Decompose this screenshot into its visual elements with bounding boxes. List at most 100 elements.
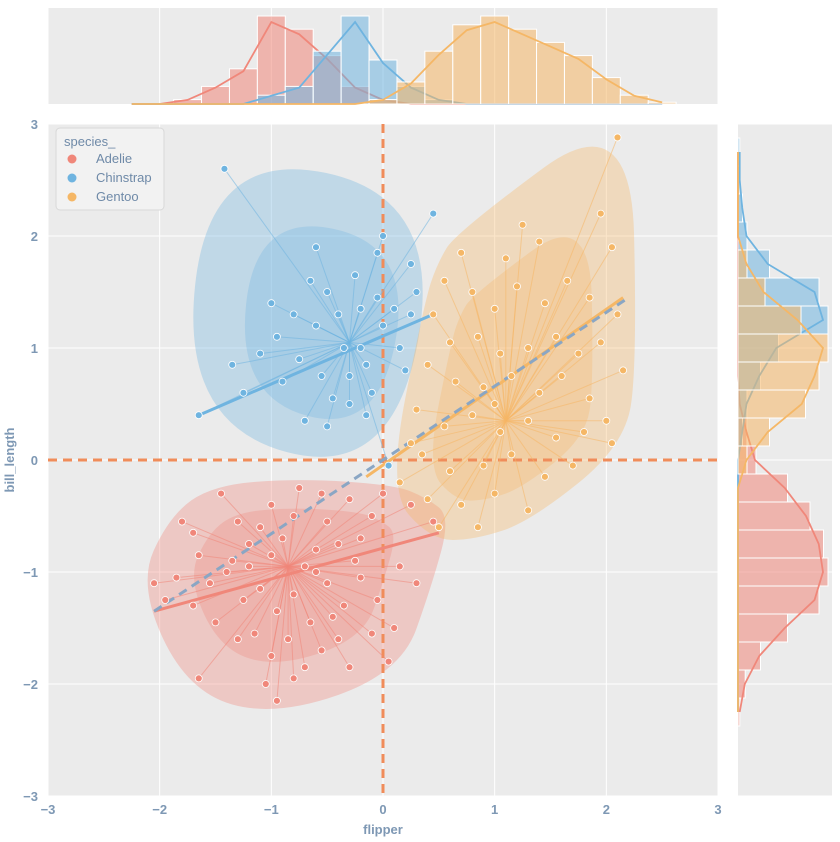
- point-adelie: [194, 551, 203, 560]
- point-adelie: [284, 635, 292, 644]
- point-adelie: [367, 512, 376, 520]
- point-gentoo: [474, 332, 482, 341]
- x-tick-label: 3: [714, 802, 721, 817]
- right-hist-bar-adelie: [737, 557, 829, 587]
- point-gentoo: [563, 276, 572, 285]
- axis-ticks: −3−3 −2 −2 −1 −1 0 0 1 1 2 2 3 3: [23, 117, 721, 817]
- centroid-spoke: [220, 493, 289, 567]
- point-chinstrap: [194, 411, 203, 420]
- point-adelie: [334, 635, 343, 644]
- point-gentoo: [613, 133, 622, 142]
- centroid-spoke: [505, 280, 568, 422]
- point-adelie: [233, 635, 242, 644]
- point-chinstrap: [379, 321, 387, 330]
- point-adelie: [289, 512, 298, 520]
- point-adelie: [334, 540, 343, 548]
- point-adelie: [289, 674, 298, 683]
- point-gentoo: [557, 372, 566, 380]
- centroid-spoke: [505, 420, 613, 444]
- centroid-spoke: [421, 420, 507, 455]
- centroid-spoke: [287, 566, 334, 618]
- centroid-spoke: [315, 247, 350, 343]
- point-gentoo: [496, 349, 505, 358]
- centroid-spoke: [349, 342, 373, 394]
- point-chinstrap: [312, 321, 320, 330]
- top-hist-bar-gentoo: [563, 55, 593, 105]
- top-hist-bar-gentoo: [591, 77, 621, 105]
- point-gentoo: [580, 428, 588, 436]
- centroid-spoke: [276, 566, 289, 701]
- centroid-spoke: [287, 566, 350, 668]
- centroid-spoke: [505, 420, 529, 511]
- right-hist-bar-gentoo: [737, 361, 820, 391]
- centroid-spoke: [444, 420, 506, 427]
- centroid-spoke: [505, 420, 546, 478]
- point-gentoo: [451, 377, 460, 386]
- point-adelie: [317, 489, 326, 498]
- centroid-spoke: [299, 341, 350, 360]
- point-adelie: [228, 556, 237, 565]
- x-tick-label: −1: [264, 802, 279, 817]
- centroid-spoke: [287, 487, 300, 567]
- point-gentoo: [479, 461, 488, 470]
- point-adelie: [245, 562, 253, 571]
- top-hist-bar-chinstrap: [368, 59, 398, 105]
- point-gentoo: [434, 523, 443, 532]
- point-adelie: [323, 579, 332, 588]
- point-adelie: [217, 489, 225, 498]
- point-adelie: [295, 484, 304, 492]
- right-hist-bar-adelie: [737, 641, 761, 671]
- point-chinstrap: [351, 271, 359, 280]
- point-gentoo: [608, 439, 616, 448]
- point-gentoo: [490, 304, 499, 313]
- point-gentoo: [541, 472, 549, 481]
- point-chinstrap: [300, 416, 309, 425]
- point-gentoo: [507, 450, 516, 459]
- point-chinstrap: [323, 288, 332, 296]
- point-adelie: [222, 568, 231, 576]
- centroid-spoke: [505, 375, 562, 422]
- point-adelie: [239, 596, 248, 604]
- point-adelie: [345, 495, 354, 504]
- point-gentoo: [552, 332, 560, 341]
- point-gentoo: [608, 243, 616, 252]
- point-adelie: [317, 646, 326, 655]
- y-tick-label: 3: [31, 117, 38, 132]
- right-hist-bar-gentoo: [737, 333, 829, 363]
- point-chinstrap: [379, 232, 387, 240]
- point-gentoo: [524, 506, 533, 515]
- point-adelie: [429, 517, 438, 526]
- y-tick-label: −1: [23, 565, 38, 580]
- point-gentoo: [479, 383, 488, 392]
- top-hist-bar-adelie: [228, 68, 258, 105]
- point-gentoo: [468, 411, 477, 420]
- point-gentoo: [468, 288, 477, 296]
- point-adelie: [373, 596, 382, 604]
- centroid-spoke: [449, 420, 507, 472]
- point-adelie: [367, 629, 376, 638]
- point-gentoo: [513, 282, 521, 291]
- centroid-spoke: [209, 565, 289, 584]
- point-chinstrap: [306, 276, 315, 285]
- point-adelie: [189, 528, 198, 537]
- y-axis-label: bill_length: [2, 427, 17, 492]
- point-gentoo: [602, 416, 611, 425]
- centroid-spoke: [443, 280, 507, 422]
- point-adelie: [300, 663, 309, 672]
- right-marginal-histograms: [737, 137, 829, 727]
- point-adelie: [250, 629, 259, 638]
- point-chinstrap: [328, 394, 337, 403]
- centroid-spoke: [416, 409, 506, 422]
- point-gentoo: [568, 461, 577, 470]
- point-adelie: [172, 573, 181, 582]
- point-adelie: [323, 517, 332, 526]
- centroid-spoke: [349, 342, 367, 366]
- centroid-spoke: [260, 341, 350, 355]
- point-chinstrap: [407, 260, 415, 268]
- centroid-spoke: [427, 364, 507, 422]
- centroid-spoke: [237, 566, 289, 640]
- centroid-spoke: [505, 137, 618, 421]
- density-region-inner: [244, 226, 399, 420]
- point-gentoo: [596, 209, 605, 218]
